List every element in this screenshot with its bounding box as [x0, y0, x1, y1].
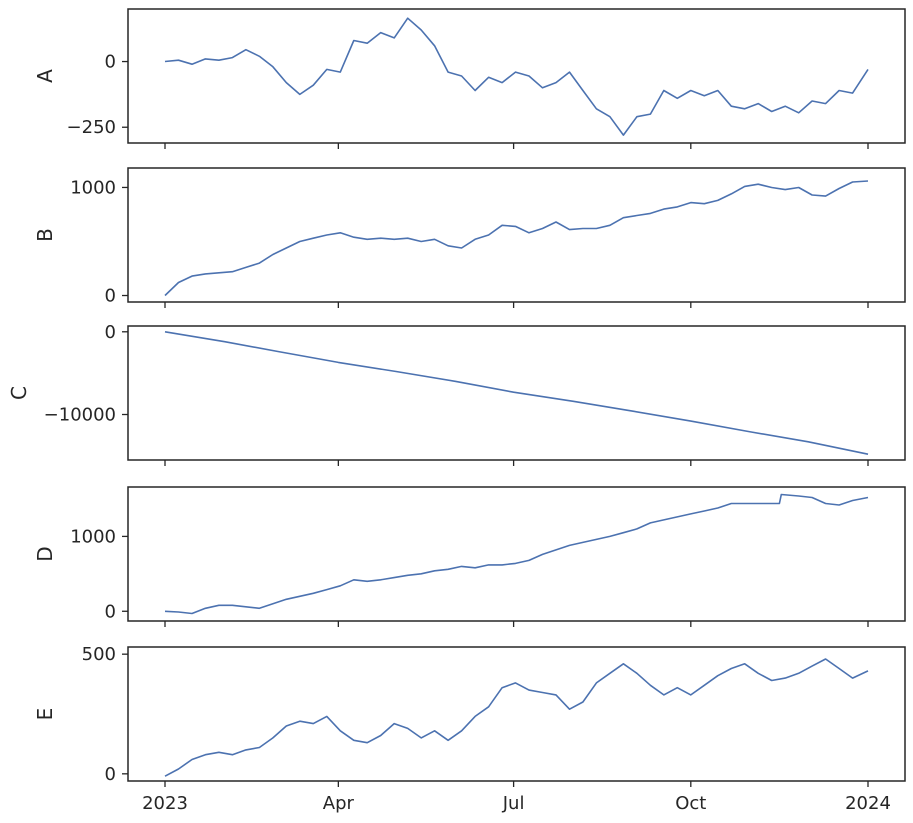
- panel-b: 0 1000 B: [33, 167, 906, 308]
- x-tick-label: Oct: [675, 793, 706, 814]
- y-axis-label: E: [33, 708, 57, 721]
- series-line-c: [164, 331, 869, 455]
- y-tick-label: 0: [105, 52, 116, 73]
- panel-frame: [127, 8, 906, 144]
- y-tick-label: −10000: [44, 405, 116, 426]
- panel-frame: [127, 325, 906, 461]
- y-axis-label: B: [33, 228, 57, 242]
- panel-d: 0 1000 D: [33, 486, 906, 627]
- x-tick-label: Jul: [502, 793, 525, 814]
- x-tick-label: 2024: [845, 793, 891, 814]
- y-tick-label: 0: [105, 286, 116, 307]
- panel-a: 0 −250 A: [33, 8, 906, 149]
- y-tick-label: 1000: [70, 177, 116, 198]
- panel-e: 0 500 E 2023 Apr Jul Oct 2024: [33, 644, 906, 814]
- y-axis-label: D: [33, 546, 57, 561]
- panel-frame: [127, 167, 906, 303]
- panel-frame: [127, 486, 906, 622]
- panel-c: 0 −10000 C: [7, 322, 906, 466]
- series-line-b: [164, 180, 869, 297]
- x-tick-label: Apr: [323, 793, 355, 814]
- y-tick-label: 1000: [70, 526, 116, 547]
- y-tick-label: 0: [105, 322, 116, 343]
- y-axis-label: A: [33, 69, 57, 83]
- y-tick-label: 500: [82, 644, 116, 665]
- y-tick-label: 0: [105, 601, 116, 622]
- series-line-d: [164, 493, 869, 615]
- y-tick-label: 0: [105, 764, 116, 785]
- y-axis-label: C: [7, 386, 31, 400]
- y-tick-label: −250: [67, 117, 116, 138]
- x-tick-label: 2023: [142, 793, 188, 814]
- series-line-a: [164, 17, 869, 136]
- panel-frame: [127, 646, 906, 782]
- series-line-e: [164, 658, 869, 777]
